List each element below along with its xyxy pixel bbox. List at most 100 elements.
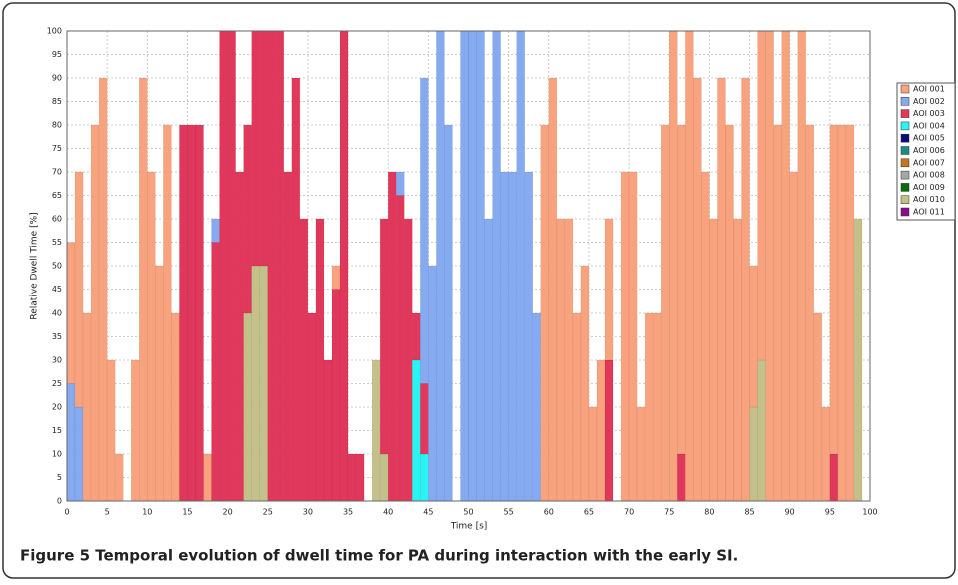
bar-segment (203, 453, 212, 502)
bar-segment (492, 30, 501, 502)
bar-segment (628, 171, 638, 502)
y-tick-label: 10 (52, 450, 62, 459)
bar-segment (484, 218, 493, 502)
x-tick-label: 85 (744, 508, 754, 517)
bar-segment (259, 265, 269, 502)
bar-segment (468, 30, 477, 502)
legend-swatch (900, 121, 910, 131)
bar-segment (98, 77, 108, 502)
bar-segment (797, 30, 807, 502)
bar-segment (420, 77, 429, 384)
plot-border (66, 30, 871, 502)
x-tick-label: 80 (704, 508, 714, 517)
legend-label: AOI 002 (913, 97, 945, 106)
legend-swatch (900, 109, 910, 118)
bar-segment (219, 30, 228, 502)
bar-segment (82, 312, 92, 502)
x-tick-label: 15 (182, 508, 192, 517)
x-tick-label: 10 (142, 508, 152, 517)
bar-segment (243, 124, 252, 314)
bar-segment (420, 383, 429, 455)
legend-label: AOI 003 (913, 109, 945, 118)
bar-segment (275, 30, 285, 502)
bar-segment (412, 359, 421, 502)
legend-label: AOI 007 (913, 158, 945, 167)
y-axis-label: Relative Dwell Time [%] (30, 212, 40, 319)
bar-segment (604, 359, 614, 502)
bar-segment (283, 171, 293, 502)
legend-label: AOI 005 (913, 134, 945, 143)
legend-label: AOI 001 (913, 85, 945, 94)
legend-label: AOI 004 (913, 121, 945, 130)
x-tick-label: 95 (825, 508, 835, 517)
x-tick-label: 20 (223, 508, 233, 517)
bar-segment (147, 171, 156, 502)
bar-segment (347, 453, 357, 502)
legend-swatch (900, 207, 910, 217)
legend-swatch (900, 195, 910, 204)
legend-swatch (900, 133, 910, 143)
y-tick-label: 35 (52, 332, 62, 341)
bar-segment (829, 124, 839, 455)
y-tick-label: 20 (52, 403, 62, 412)
legend-label: AOI 010 (913, 195, 945, 204)
y-tick-label: 100 (47, 27, 62, 36)
bar-segment (717, 77, 726, 502)
y-tick-label: 70 (52, 168, 62, 177)
x-tick-label: 50 (463, 508, 473, 517)
bar-segment (757, 30, 766, 361)
legend-label: AOI 008 (913, 171, 945, 180)
y-tick-label: 90 (52, 74, 62, 83)
bar-segment (74, 406, 84, 502)
bar-segment (307, 312, 317, 502)
bar-segment (460, 30, 469, 502)
bar-segment (315, 218, 325, 502)
y-tick-label: 65 (52, 191, 62, 200)
legend-swatch (900, 170, 910, 180)
bar-segment (251, 30, 260, 267)
x-tick-label: 90 (785, 508, 795, 517)
bar-segment (90, 124, 100, 502)
bar-segment (227, 30, 236, 502)
bar-segment (556, 218, 566, 502)
bar-segment (243, 312, 252, 502)
bar-segment (211, 242, 220, 502)
legend-label: AOI 006 (913, 146, 945, 155)
bar-segment (387, 171, 397, 502)
bar-segment (596, 359, 606, 502)
bar-segment (331, 265, 341, 290)
x-tick-label: 100 (862, 508, 877, 517)
bar-segment (195, 124, 204, 502)
bar-segment (371, 359, 381, 502)
bar-segment (211, 218, 220, 243)
caption: Figure 5 Temporal evolution of dwell tim… (20, 547, 738, 565)
bar-segment (259, 30, 269, 267)
x-axis-label: Time [s] (450, 522, 488, 532)
bar-segment (66, 242, 76, 384)
bar-segment (636, 406, 646, 502)
bar-segment (395, 195, 405, 502)
bar-segment (540, 124, 550, 502)
x-tick-label: 75 (664, 508, 674, 517)
bar-segment (620, 171, 630, 502)
bar-segment (299, 218, 309, 502)
bar-segment (588, 406, 598, 502)
y-tick-label: 55 (52, 238, 62, 247)
bar-segment (765, 30, 774, 502)
bar-segment (564, 218, 574, 502)
bar-segment (660, 124, 670, 502)
bar-segment (821, 406, 831, 502)
legend-swatch (900, 97, 910, 106)
legend-swatch (900, 158, 910, 168)
bar-segment (339, 30, 349, 502)
y-tick-label: 25 (52, 379, 62, 388)
y-tick-label: 75 (52, 144, 62, 153)
bar-segment (412, 312, 421, 361)
bar-segment (741, 77, 750, 502)
bar-segment (331, 289, 341, 502)
bar-segment (163, 124, 172, 502)
bar-segment (187, 124, 196, 502)
bar-segment (155, 265, 164, 502)
y-tick-label: 30 (52, 356, 62, 365)
bar-segment (508, 171, 517, 502)
